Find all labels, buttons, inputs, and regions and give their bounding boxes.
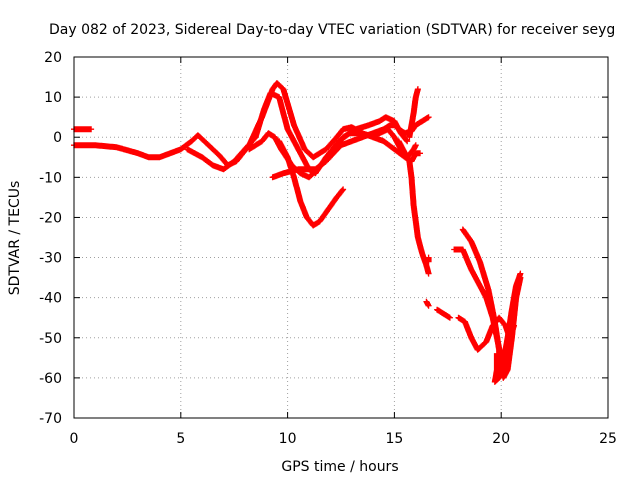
- grid-lines: [74, 57, 608, 418]
- y-tick-label: -40: [39, 291, 62, 307]
- series-track-g: [395, 138, 432, 277]
- y-tick-label: 0: [53, 130, 62, 146]
- series-track-i: [425, 254, 432, 265]
- series-markers: [491, 270, 524, 385]
- plot-frame: [73, 56, 609, 419]
- series-markers: [406, 86, 421, 141]
- y-axis-title: SDTVAR / TECUs: [7, 181, 23, 296]
- series-track-h: [406, 86, 421, 141]
- x-tick-label: 10: [279, 431, 297, 447]
- series-markers: [276, 138, 347, 229]
- x-axis-title: GPS time / hours: [281, 459, 398, 475]
- x-tick-label: 25: [599, 431, 617, 447]
- x-tick-label: 20: [492, 431, 510, 447]
- y-tick-label: -10: [39, 170, 62, 186]
- y-tick-label: -20: [39, 210, 62, 226]
- y-tick-label: -30: [39, 251, 62, 267]
- series-markers: [395, 138, 432, 277]
- y-tick-label: 10: [44, 90, 62, 106]
- y-tick-label: -70: [39, 411, 62, 427]
- y-tick-label: 20: [44, 50, 62, 66]
- y-tick-label: -60: [39, 371, 62, 387]
- series-track-o: [491, 270, 524, 385]
- x-tick-label: 5: [176, 431, 185, 447]
- x-tick-label: 15: [385, 431, 403, 447]
- y-tick-label: -50: [39, 331, 62, 347]
- series-markers: [425, 254, 432, 265]
- x-tick-label: 0: [70, 431, 79, 447]
- chart-title: Day 082 of 2023, Sidereal Day-to-day VTE…: [49, 22, 615, 38]
- series-markers: [434, 306, 453, 321]
- series-track-j: [423, 298, 432, 309]
- series-track-k: [434, 306, 453, 321]
- series-markers: [423, 298, 432, 309]
- axis-ticks: 0 5 10 15 20 25 20 10 0 -10 -20 -30 -40 -50 -60 -70: [39, 50, 617, 447]
- series-track-f: [276, 138, 347, 229]
